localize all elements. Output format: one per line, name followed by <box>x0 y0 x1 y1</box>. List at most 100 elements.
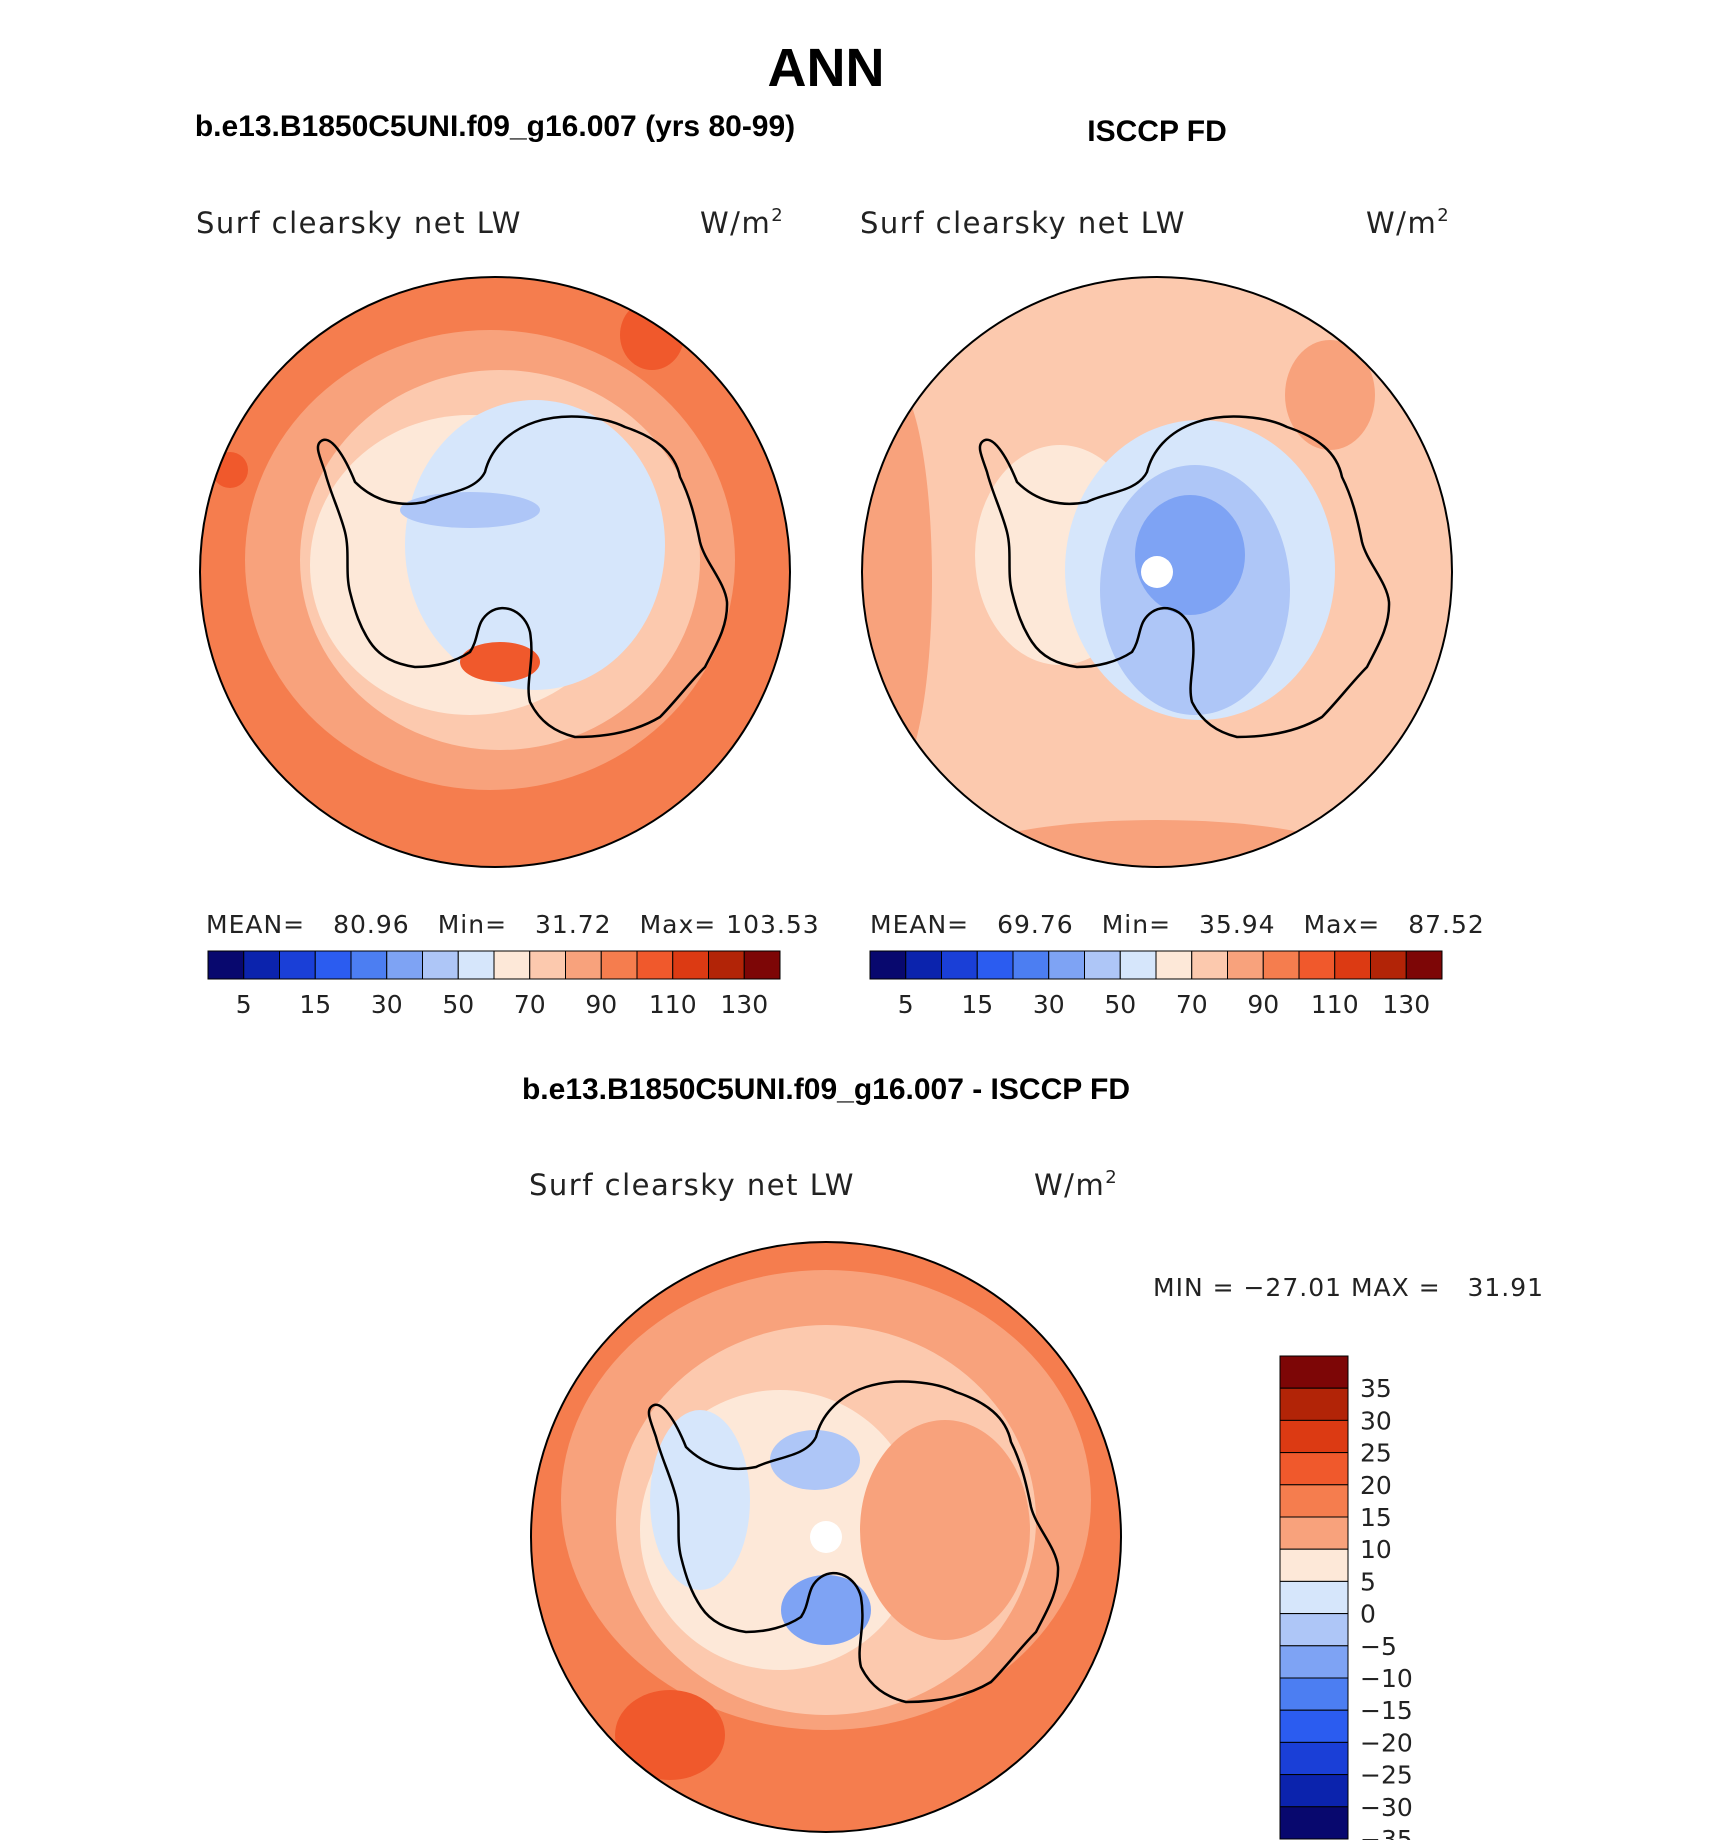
map-diff-pole-hole <box>810 1521 842 1553</box>
colorbar-model-swatch <box>493 950 531 980</box>
colorbar-obs-swatch <box>1119 950 1157 980</box>
map-diff-ice3 <box>781 1575 871 1645</box>
colorbar-obs-swatch <box>1227 950 1264 980</box>
map-diff-border <box>530 1241 1122 1833</box>
panel-diff-title: b.e13.B1850C5UNI.f09_g16.007 - ISCCP FD <box>522 1073 1130 1106</box>
colorbar-diff-swatch <box>1279 1774 1349 1808</box>
colorbar-model-tick-label: 90 <box>585 990 617 1019</box>
colorbar-obs-swatch <box>1155 950 1193 980</box>
colorbar-model-swatch <box>279 950 316 980</box>
colorbar-obs-swatch <box>1012 950 1050 980</box>
colorbar-diff-swatch <box>1279 1580 1349 1615</box>
colorbar-model-tick-label: 110 <box>649 990 697 1019</box>
colorbar-diff-tick-label: −15 <box>1360 1696 1413 1725</box>
colorbar-obs-swatch <box>1191 950 1228 980</box>
colorbar-obs-swatch <box>869 950 907 980</box>
colorbar-obs-swatch <box>976 950 1014 980</box>
panel-model-stats: MEAN= 80.96 Min= 31.72 Max= 103.53 <box>206 910 820 939</box>
map-obs <box>862 277 1452 867</box>
map-diff-hot <box>615 1690 725 1780</box>
colorbar-model-tick-label: 30 <box>371 990 403 1019</box>
colorbar-diff-tick-label: 30 <box>1360 1406 1392 1435</box>
panel-model-title: b.e13.B1850C5UNI.f09_g16.007 (yrs 80-99) <box>195 110 795 143</box>
map-model <box>200 277 790 867</box>
map-obs-band-bottom <box>957 820 1357 867</box>
panel-diff-minmax: MIN = −27.01 MAX = 31.91 <box>1153 1273 1544 1302</box>
colorbar-model-swatch <box>386 950 423 980</box>
colorbar-diff-swatch <box>1279 1613 1349 1647</box>
panel-model: b.e13.B1850C5UNI.f09_g16.007 (yrs 80-99)… <box>195 110 820 1019</box>
colorbar-obs-swatch <box>905 950 942 980</box>
colorbar-obs: 5 15 30 50 70 90 110 130 <box>869 950 1443 1019</box>
colorbar-obs-tick-label: 5 <box>898 990 914 1019</box>
colorbar-model-swatch <box>529 950 566 980</box>
colorbar-diff-swatch <box>1279 1355 1349 1389</box>
colorbar-diff-tick-label: −25 <box>1360 1761 1413 1790</box>
panel-obs: ISCCP FD Surf clearsky net LW W/m2 MEAN=… <box>860 115 1485 1019</box>
colorbar-diff-tick-label: 5 <box>1360 1567 1376 1596</box>
colorbar-obs-swatch <box>1048 950 1085 980</box>
panel-diff-field-label: Surf clearsky net LW <box>529 1168 855 1202</box>
map-obs-ice3 <box>1135 495 1245 615</box>
colorbar-diff-tick-label: 10 <box>1360 1535 1392 1564</box>
colorbar-obs-swatch <box>1262 950 1300 980</box>
colorbar-obs-tick-label: 30 <box>1033 990 1065 1019</box>
colorbar-model-tick-label: 15 <box>299 990 331 1019</box>
colorbar-diff-swatch <box>1279 1387 1349 1421</box>
colorbar-diff-tick-label: −5 <box>1360 1632 1397 1661</box>
colorbar-diff-swatch <box>1279 1548 1349 1582</box>
colorbar-diff-swatch <box>1279 1709 1349 1743</box>
map-diff-warm <box>860 1420 1030 1640</box>
colorbar-diff-swatch <box>1279 1645 1349 1679</box>
colorbar-model-swatch <box>422 950 459 980</box>
colorbar-model: 5 15 30 50 70 90 110 130 <box>207 950 781 1019</box>
colorbar-obs-tick-label: 130 <box>1382 990 1430 1019</box>
colorbar-model-tick-label: 5 <box>236 990 252 1019</box>
colorbar-obs-tick-label: 110 <box>1311 990 1359 1019</box>
colorbar-obs-tick-label: 50 <box>1104 990 1136 1019</box>
panel-diff: b.e13.B1850C5UNI.f09_g16.007 - ISCCP FD … <box>522 1073 1544 1840</box>
colorbar-diff-tick-label: 20 <box>1360 1471 1392 1500</box>
colorbar-model-swatch <box>565 950 602 980</box>
colorbar-obs-tick-label: 70 <box>1176 990 1208 1019</box>
panel-model-units: W/m2 <box>700 205 784 240</box>
map-diff <box>531 1242 1121 1832</box>
map-model-ice2 <box>400 492 540 528</box>
map-diff-ice2 <box>770 1430 860 1490</box>
colorbar-diff-swatch <box>1279 1452 1349 1486</box>
colorbar-diff-tick-label: −30 <box>1360 1793 1413 1822</box>
colorbar-model-swatch <box>672 950 709 980</box>
panel-obs-stats: MEAN= 69.76 Min= 35.94 Max= 87.52 <box>870 910 1485 939</box>
colorbar-diff-tick-label: 25 <box>1360 1439 1392 1468</box>
colorbar-model-swatch <box>350 950 388 980</box>
map-obs-band-upper <box>1285 340 1375 450</box>
map-model-ice1 <box>405 400 665 690</box>
colorbar-diff-swatch <box>1279 1741 1349 1776</box>
colorbar-model-swatch <box>457 950 495 980</box>
map-obs-border <box>861 276 1453 868</box>
colorbar-diff-swatch <box>1279 1484 1349 1518</box>
colorbar-obs-tick-label: 15 <box>961 990 993 1019</box>
page-title: ANN <box>768 38 885 98</box>
colorbar-obs-swatch <box>941 950 978 980</box>
colorbar-model-swatch <box>243 950 280 980</box>
colorbar-model-swatch <box>207 950 245 980</box>
colorbar-obs-tick-label: 90 <box>1247 990 1279 1019</box>
colorbar-obs-swatch <box>1298 950 1336 980</box>
map-obs-pole-hole <box>1141 556 1173 588</box>
colorbar-obs-swatch <box>1334 950 1371 980</box>
colorbar-model-swatch <box>314 950 352 980</box>
panel-obs-title: ISCCP FD <box>1087 115 1226 148</box>
colorbar-diff-tick-label: −20 <box>1360 1728 1413 1757</box>
colorbar-model-swatch <box>636 950 674 980</box>
colorbar-diff-tick-label: −10 <box>1360 1664 1413 1693</box>
colorbar-model-tick-label: 130 <box>720 990 768 1019</box>
colorbar-model-swatch <box>600 950 638 980</box>
panel-model-field-label: Surf clearsky net LW <box>196 206 522 240</box>
colorbar-diff-swatch <box>1279 1677 1349 1711</box>
map-obs-band-left <box>862 380 932 780</box>
colorbar-model-tick-label: 50 <box>442 990 474 1019</box>
colorbar-diff-tick-label: 15 <box>1360 1503 1392 1532</box>
colorbar-diff-tick-label: 35 <box>1360 1374 1392 1403</box>
